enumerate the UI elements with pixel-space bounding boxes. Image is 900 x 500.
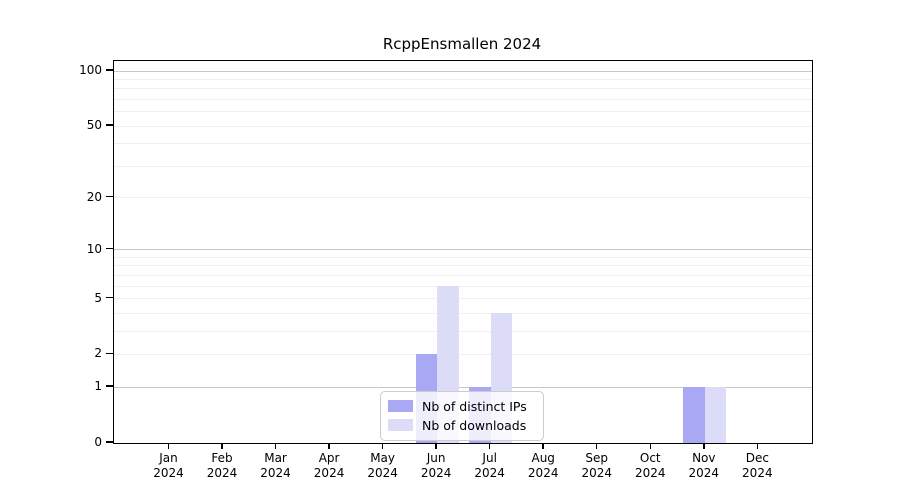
minor-gridline [114,312,812,314]
x-tick-mark [328,443,330,449]
legend-swatch-downloads [388,419,413,431]
minor-gridline [114,98,812,100]
minor-gridline [114,143,812,145]
x-tick-label: Sep 2024 [581,451,612,480]
y-tick-mark [106,441,113,443]
legend-label-distinct-ips: Nb of distinct IPs [422,398,527,414]
x-tick-mark [435,443,437,449]
x-tick-label: Jan 2024 [153,451,184,480]
x-tick-label: Aug 2024 [527,451,559,480]
minor-gridline [114,265,812,267]
y-tick-mark [106,352,113,355]
minor-gridline [114,353,812,355]
minor-gridline [114,111,812,113]
x-tick-mark [703,443,705,449]
x-tick-mark [167,443,170,449]
x-tick-mark [649,443,652,449]
x-tick-label: Feb 2024 [206,451,238,480]
x-tick-label: Apr 2024 [313,451,345,480]
plot-area: Nb of distinct IPs Nb of downloads [113,60,813,444]
y-tick-mark [106,385,113,387]
x-tick-mark [542,443,544,449]
x-tick-mark [381,443,384,449]
legend-item-distinct-ips: Nb of distinct IPs [388,397,536,415]
y-tick-label: 20 [86,189,102,204]
y-tick-label: 2 [94,346,102,361]
x-tick-mark [274,443,277,449]
x-tick-label: Jul 2024 [474,451,505,480]
minor-gridline [114,197,812,199]
minor-gridline [114,78,812,80]
minor-gridline [114,330,812,332]
x-tick-label: Mar 2024 [260,451,291,480]
major-gridline [114,386,812,388]
legend-item-downloads: Nb of downloads [388,416,536,434]
minor-gridline [114,285,812,287]
x-tick-label: Dec 2024 [742,451,773,480]
minor-gridline [114,256,812,258]
x-tick-mark [756,443,759,449]
x-tick-label: May 2024 [367,451,398,480]
y-tick-mark [106,69,113,71]
minor-gridline [114,274,812,276]
y-tick-mark [106,247,113,250]
chart-title: RcppEnsmallen 2024 [382,35,542,53]
y-tick-label: 1 [94,379,102,394]
minor-gridline [114,88,812,90]
legend-swatch-distinct-ips [388,400,413,412]
major-gridline [114,70,812,72]
y-tick-mark [106,195,113,198]
legend-label-downloads: Nb of downloads [422,417,527,433]
y-tick-label: 0 [94,435,102,449]
y-tick-label: 50 [86,118,102,133]
bar-downloads [704,387,727,443]
bar-distinct-ips [683,387,705,443]
major-gridline [114,249,812,251]
y-tick-mark [106,124,113,126]
x-tick-mark [221,443,223,449]
x-tick-mark [488,443,491,449]
y-tick-mark [106,296,113,299]
minor-gridline [114,125,812,127]
legend: Nb of distinct IPs Nb of downloads [380,391,544,441]
minor-gridline [114,298,812,300]
x-tick-label: Nov 2024 [688,451,720,480]
x-tick-mark [595,443,598,449]
minor-gridline [114,165,812,167]
x-tick-label: Oct 2024 [634,451,666,480]
x-tick-label: Jun 2024 [420,451,452,480]
y-tick-label: 5 [94,290,102,305]
y-tick-label: 10 [86,241,102,256]
y-tick-label: 100 [79,63,102,77]
